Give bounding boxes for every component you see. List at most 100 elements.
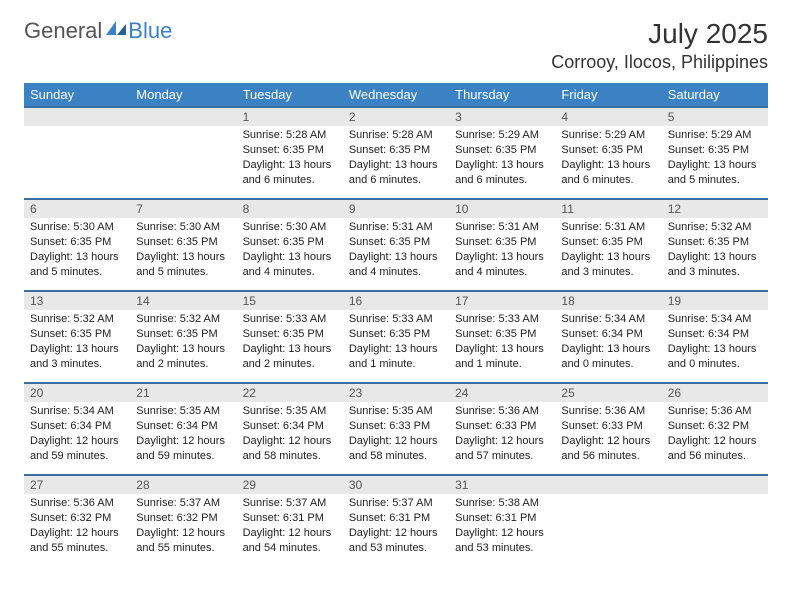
day-number: 16: [343, 291, 449, 310]
sunset-text: Sunset: 6:34 PM: [30, 419, 124, 434]
day-number: 27: [24, 475, 130, 494]
sunset-text: Sunset: 6:35 PM: [30, 327, 124, 342]
day-cell: 11Sunrise: 5:31 AMSunset: 6:35 PMDayligh…: [555, 199, 661, 291]
sunrise-text: Sunrise: 5:31 AM: [349, 220, 443, 235]
logo-text-general: General: [24, 18, 102, 44]
sunrise-text: Sunrise: 5:36 AM: [30, 496, 124, 511]
logo: General Blue: [24, 18, 172, 44]
day-cell: 23Sunrise: 5:35 AMSunset: 6:33 PMDayligh…: [343, 383, 449, 475]
day-cell: 1Sunrise: 5:28 AMSunset: 6:35 PMDaylight…: [237, 107, 343, 199]
daylight-text: Daylight: 12 hours and 54 minutes.: [243, 526, 337, 556]
day-cell: 12Sunrise: 5:32 AMSunset: 6:35 PMDayligh…: [662, 199, 768, 291]
sunset-text: Sunset: 6:35 PM: [668, 235, 762, 250]
day-number: 5: [662, 107, 768, 126]
sunrise-text: Sunrise: 5:37 AM: [243, 496, 337, 511]
daylight-text: Daylight: 13 hours and 1 minute.: [349, 342, 443, 372]
day-cell: 16Sunrise: 5:33 AMSunset: 6:35 PMDayligh…: [343, 291, 449, 383]
sunset-text: Sunset: 6:35 PM: [243, 235, 337, 250]
daylight-text: Daylight: 13 hours and 3 minutes.: [30, 342, 124, 372]
day-cell: 20Sunrise: 5:34 AMSunset: 6:34 PMDayligh…: [24, 383, 130, 475]
sunset-text: Sunset: 6:35 PM: [668, 143, 762, 158]
day-number: 26: [662, 383, 768, 402]
empty-day: [130, 107, 236, 126]
sunset-text: Sunset: 6:35 PM: [136, 235, 230, 250]
daylight-text: Daylight: 13 hours and 2 minutes.: [136, 342, 230, 372]
week-row: 1Sunrise: 5:28 AMSunset: 6:35 PMDaylight…: [24, 107, 768, 199]
sunset-text: Sunset: 6:35 PM: [561, 143, 655, 158]
day-header: Wednesday: [343, 83, 449, 107]
day-header: Friday: [555, 83, 661, 107]
day-cell: 26Sunrise: 5:36 AMSunset: 6:32 PMDayligh…: [662, 383, 768, 475]
day-cell: 9Sunrise: 5:31 AMSunset: 6:35 PMDaylight…: [343, 199, 449, 291]
daylight-text: Daylight: 13 hours and 1 minute.: [455, 342, 549, 372]
day-cell: 28Sunrise: 5:37 AMSunset: 6:32 PMDayligh…: [130, 475, 236, 567]
sunrise-text: Sunrise: 5:35 AM: [136, 404, 230, 419]
daylight-text: Daylight: 13 hours and 4 minutes.: [243, 250, 337, 280]
day-number: 21: [130, 383, 236, 402]
day-header: Monday: [130, 83, 236, 107]
day-details: Sunrise: 5:37 AMSunset: 6:31 PMDaylight:…: [343, 494, 449, 559]
day-number: 15: [237, 291, 343, 310]
daylight-text: Daylight: 13 hours and 6 minutes.: [349, 158, 443, 188]
day-details: Sunrise: 5:30 AMSunset: 6:35 PMDaylight:…: [24, 218, 130, 283]
title-block: July 2025 Corrooy, Ilocos, Philippines: [551, 18, 768, 73]
day-number: 22: [237, 383, 343, 402]
sunrise-text: Sunrise: 5:29 AM: [668, 128, 762, 143]
daylight-text: Daylight: 13 hours and 2 minutes.: [243, 342, 337, 372]
day-details: Sunrise: 5:36 AMSunset: 6:33 PMDaylight:…: [555, 402, 661, 467]
daylight-text: Daylight: 13 hours and 5 minutes.: [668, 158, 762, 188]
day-details: Sunrise: 5:35 AMSunset: 6:33 PMDaylight:…: [343, 402, 449, 467]
day-cell: 27Sunrise: 5:36 AMSunset: 6:32 PMDayligh…: [24, 475, 130, 567]
day-cell: 18Sunrise: 5:34 AMSunset: 6:34 PMDayligh…: [555, 291, 661, 383]
day-number: 25: [555, 383, 661, 402]
sunrise-text: Sunrise: 5:34 AM: [561, 312, 655, 327]
daylight-text: Daylight: 13 hours and 4 minutes.: [455, 250, 549, 280]
sunset-text: Sunset: 6:35 PM: [349, 327, 443, 342]
sunrise-text: Sunrise: 5:32 AM: [136, 312, 230, 327]
sunset-text: Sunset: 6:31 PM: [349, 511, 443, 526]
day-details: Sunrise: 5:28 AMSunset: 6:35 PMDaylight:…: [343, 126, 449, 191]
day-number: 23: [343, 383, 449, 402]
day-number: 28: [130, 475, 236, 494]
week-row: 6Sunrise: 5:30 AMSunset: 6:35 PMDaylight…: [24, 199, 768, 291]
sunrise-text: Sunrise: 5:32 AM: [668, 220, 762, 235]
daylight-text: Daylight: 12 hours and 58 minutes.: [349, 434, 443, 464]
daylight-text: Daylight: 13 hours and 0 minutes.: [668, 342, 762, 372]
day-header: Sunday: [24, 83, 130, 107]
day-cell: 21Sunrise: 5:35 AMSunset: 6:34 PMDayligh…: [130, 383, 236, 475]
daylight-text: Daylight: 13 hours and 3 minutes.: [561, 250, 655, 280]
day-number: 30: [343, 475, 449, 494]
day-number: 31: [449, 475, 555, 494]
day-number: 18: [555, 291, 661, 310]
day-number: 12: [662, 199, 768, 218]
day-details: Sunrise: 5:31 AMSunset: 6:35 PMDaylight:…: [555, 218, 661, 283]
day-number: 24: [449, 383, 555, 402]
daylight-text: Daylight: 13 hours and 4 minutes.: [349, 250, 443, 280]
daylight-text: Daylight: 13 hours and 6 minutes.: [455, 158, 549, 188]
month-year: July 2025: [551, 18, 768, 50]
header: General Blue July 2025 Corrooy, Ilocos, …: [24, 18, 768, 73]
day-number: 19: [662, 291, 768, 310]
daylight-text: Daylight: 12 hours and 55 minutes.: [30, 526, 124, 556]
daylight-text: Daylight: 13 hours and 0 minutes.: [561, 342, 655, 372]
day-cell: 3Sunrise: 5:29 AMSunset: 6:35 PMDaylight…: [449, 107, 555, 199]
sunrise-text: Sunrise: 5:34 AM: [30, 404, 124, 419]
day-details: Sunrise: 5:34 AMSunset: 6:34 PMDaylight:…: [24, 402, 130, 467]
empty-day: [662, 475, 768, 494]
sunrise-text: Sunrise: 5:35 AM: [349, 404, 443, 419]
sunrise-text: Sunrise: 5:30 AM: [136, 220, 230, 235]
sunset-text: Sunset: 6:35 PM: [455, 143, 549, 158]
day-cell: [130, 107, 236, 199]
sunset-text: Sunset: 6:33 PM: [455, 419, 549, 434]
sunrise-text: Sunrise: 5:34 AM: [668, 312, 762, 327]
day-details: Sunrise: 5:36 AMSunset: 6:32 PMDaylight:…: [662, 402, 768, 467]
day-details: Sunrise: 5:28 AMSunset: 6:35 PMDaylight:…: [237, 126, 343, 191]
day-details: Sunrise: 5:35 AMSunset: 6:34 PMDaylight:…: [237, 402, 343, 467]
sunset-text: Sunset: 6:31 PM: [243, 511, 337, 526]
day-cell: 5 Sunrise: 5:29 AMSunset: 6:35 PMDaylight…: [662, 107, 768, 199]
logo-sail-icon: [106, 21, 126, 35]
daylight-text: Daylight: 12 hours and 57 minutes.: [455, 434, 549, 464]
day-details: Sunrise: 5:36 AMSunset: 6:32 PMDaylight:…: [24, 494, 130, 559]
calendar-page: General Blue July 2025 Corrooy, Ilocos, …: [0, 0, 792, 585]
day-details: Sunrise: 5:30 AMSunset: 6:35 PMDaylight:…: [130, 218, 236, 283]
